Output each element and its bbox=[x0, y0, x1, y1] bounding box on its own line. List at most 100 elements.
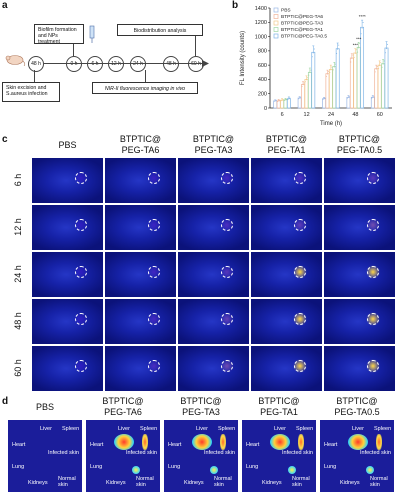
organ-label-infected: Infected skin bbox=[360, 450, 391, 456]
data-point bbox=[322, 98, 324, 100]
data-point bbox=[373, 96, 375, 98]
timeline-node-48h-pre: 48 h bbox=[28, 56, 44, 72]
data-point bbox=[281, 99, 283, 101]
data-point bbox=[280, 100, 282, 102]
bar bbox=[349, 57, 354, 109]
infection-site-marker bbox=[75, 313, 87, 325]
column-label-line1: PBS bbox=[58, 140, 77, 150]
data-point bbox=[306, 77, 308, 79]
panel-letter-c: c bbox=[2, 134, 8, 145]
organ-label-kidneys: Kidneys bbox=[106, 480, 126, 486]
data-point bbox=[330, 69, 332, 71]
data-point bbox=[378, 68, 380, 70]
infected-skin-signal bbox=[210, 466, 218, 474]
y-axis-label: FL Intensity (counts) bbox=[240, 31, 246, 85]
fluorescence-image bbox=[178, 299, 249, 344]
legend-label: BTPTIC@PEG-TA6 bbox=[281, 14, 323, 20]
column-label: BTPTIC@ PEG-TA6 bbox=[86, 396, 160, 418]
spleen-signal bbox=[376, 434, 382, 450]
data-point bbox=[279, 99, 281, 101]
column-label-line1: BTPTIC@ bbox=[336, 396, 378, 406]
imaging-box: NIR-II fluorescence imaging in vivo bbox=[92, 82, 198, 94]
column-label-line2: PEG-TA3 bbox=[182, 407, 220, 417]
timeline-node-24h: 24 h bbox=[130, 56, 146, 72]
organ-image: Heart Liver Spleen Lung Infected skin Kidneys… bbox=[164, 420, 238, 492]
fluorescence-image bbox=[32, 346, 103, 391]
data-point bbox=[326, 73, 328, 75]
legend-swatch bbox=[273, 7, 279, 13]
y-tick-label: 1000 bbox=[255, 34, 267, 40]
column-label: PBS bbox=[32, 140, 103, 151]
infection-site-marker bbox=[148, 172, 160, 184]
data-point bbox=[313, 48, 315, 50]
fluorescence-image bbox=[324, 346, 395, 391]
fluorescence-image bbox=[324, 299, 395, 344]
column-label-line1: PBS bbox=[35, 402, 54, 412]
data-point bbox=[374, 71, 376, 73]
bar bbox=[384, 47, 389, 109]
organ-label-infected: Infected skin bbox=[126, 450, 157, 456]
data-point bbox=[332, 69, 334, 71]
data-point bbox=[331, 66, 333, 68]
data-point bbox=[358, 47, 360, 49]
legend-swatch bbox=[273, 27, 279, 32]
infected-skin-signal bbox=[132, 466, 140, 474]
spleen-signal bbox=[142, 434, 148, 450]
organ-label-spleen: Spleen bbox=[62, 426, 80, 432]
infection-site-marker bbox=[294, 360, 306, 372]
organ-label-normal: Normal skin bbox=[292, 476, 310, 488]
data-point bbox=[334, 63, 336, 65]
data-point bbox=[302, 84, 304, 86]
data-point bbox=[375, 68, 377, 70]
data-point bbox=[310, 69, 312, 71]
arrow-right-icon bbox=[202, 60, 209, 67]
column-label: BTPTIC@ PEG-TA3 bbox=[178, 134, 249, 156]
data-point bbox=[352, 54, 354, 56]
organ-label-liver: Liver bbox=[40, 426, 52, 432]
bio-connector bbox=[195, 36, 196, 56]
organ-label-infected: Infected skin bbox=[48, 450, 79, 456]
infection-site-marker bbox=[294, 219, 306, 231]
bar bbox=[276, 100, 281, 109]
fluorescence-image bbox=[178, 252, 249, 297]
fluorescence-image bbox=[32, 299, 103, 344]
data-point bbox=[286, 98, 288, 100]
organ-label-infected: Infected skin bbox=[282, 450, 313, 456]
liver-signal bbox=[114, 434, 134, 450]
data-point bbox=[382, 63, 384, 65]
infection-site-marker bbox=[75, 360, 87, 372]
organ-label-liver: Liver bbox=[118, 426, 130, 432]
infection-site-marker bbox=[367, 219, 379, 231]
organ-label-spleen: Spleen bbox=[218, 426, 236, 432]
y-tick-label: 800 bbox=[258, 49, 267, 55]
data-point bbox=[274, 100, 276, 102]
data-point bbox=[287, 98, 289, 100]
infection-site-marker bbox=[75, 266, 87, 278]
column-label-line1: BTPTIC@ bbox=[180, 396, 222, 406]
data-point bbox=[380, 62, 382, 64]
x-tick-label: 12 bbox=[304, 112, 310, 118]
bar bbox=[304, 79, 309, 109]
timeline-node-6h: 6 h bbox=[87, 56, 103, 72]
infection-site-marker bbox=[221, 219, 233, 231]
fluorescence-image bbox=[105, 158, 176, 203]
fluorescence-image bbox=[251, 205, 322, 250]
data-point bbox=[303, 82, 305, 84]
organ-label-lung: Lung bbox=[324, 464, 337, 470]
legend-swatch bbox=[273, 14, 279, 19]
skin-connector bbox=[34, 70, 35, 82]
data-point bbox=[329, 72, 331, 74]
data-point bbox=[350, 61, 352, 63]
data-point bbox=[309, 72, 311, 74]
data-point bbox=[278, 100, 280, 102]
data-point bbox=[305, 79, 307, 81]
column-label-line1: BTPTIC@ bbox=[119, 134, 162, 144]
row-label: 24 h bbox=[13, 264, 23, 283]
bar bbox=[280, 99, 284, 109]
organ-label-liver: Liver bbox=[352, 426, 364, 432]
bar bbox=[311, 51, 316, 109]
infection-site-marker bbox=[148, 219, 160, 231]
spleen-signal bbox=[220, 434, 226, 450]
fluorescence-image bbox=[178, 158, 249, 203]
legend-label: BTPTIC@PEG-TA0.5 bbox=[281, 34, 327, 40]
